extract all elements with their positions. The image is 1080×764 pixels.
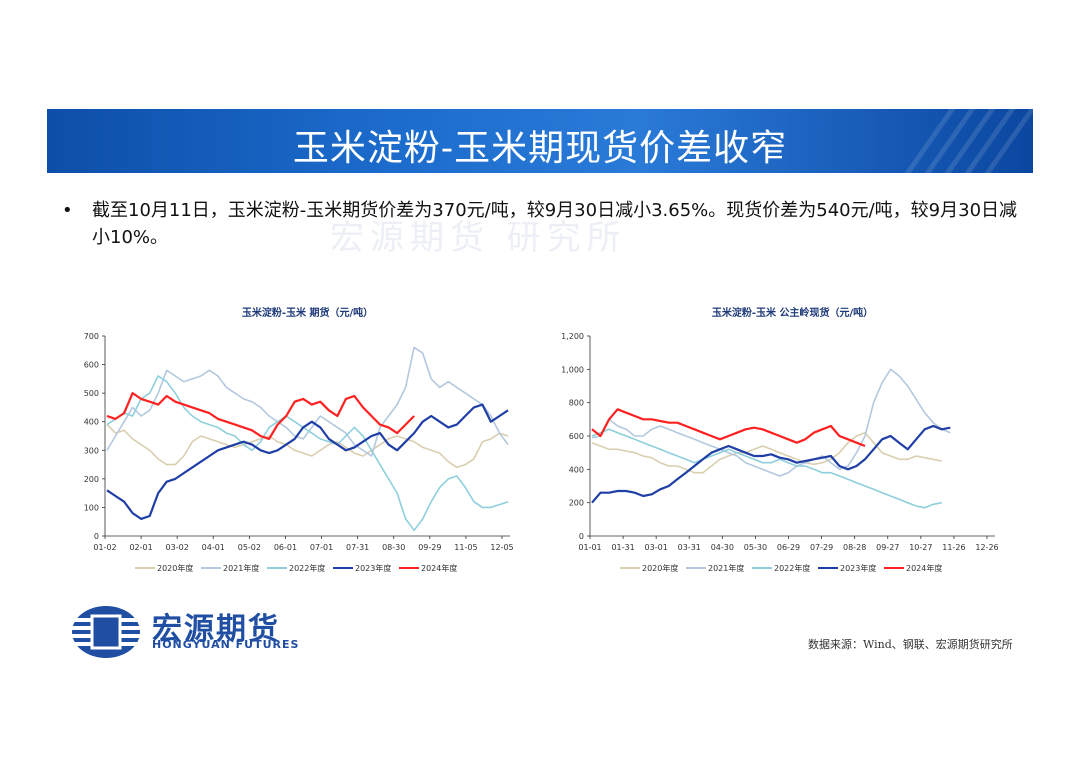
x-tick-label: 07-29 — [810, 543, 833, 552]
y-tick-label: 200 — [569, 499, 584, 508]
logo-chinese: 宏源期货 — [152, 612, 280, 647]
x-tick-label: 03-01 — [645, 543, 668, 552]
legend-label: 2021年度 — [708, 563, 744, 573]
x-tick-label: 06-29 — [777, 543, 800, 552]
bullet-dot: • — [62, 200, 73, 221]
y-tick-label: 800 — [569, 399, 584, 408]
x-tick-label: 01-01 — [578, 543, 601, 552]
y-tick-label: 0 — [94, 532, 99, 541]
y-tick-label: 1,000 — [561, 365, 584, 374]
x-tick-label: 08-30 — [382, 543, 405, 552]
series-line-5 — [591, 408, 866, 448]
y-tick-label: 700 — [84, 332, 99, 341]
x-tick-label: 01-02 — [93, 543, 116, 552]
legend-label: 2022年度 — [774, 563, 810, 573]
x-tick-label: 11-26 — [942, 543, 965, 552]
x-tick-label: 09-27 — [876, 543, 899, 552]
legend-label: 2024年度 — [421, 563, 457, 573]
futures-spread-chart: 玉米淀粉-玉米 期货（元/吨） 0 100 200 300 400 500 600 700 01-… — [84, 306, 514, 573]
x-tick-label: 10-27 — [909, 543, 932, 552]
y-tick-label: 1,200 — [561, 332, 584, 341]
series-line-4 — [591, 424, 951, 504]
x-tick-label: 07-01 — [310, 543, 333, 552]
y-tick-label: 600 — [569, 432, 584, 441]
spot-spread-chart: 玉米淀粉-玉米 公主岭现货（元/吨） 0 200 400 600 800 1,000 1,20… — [561, 306, 999, 573]
data-source: 数据来源：Wind、钢联、宏源期货研究所 — [808, 638, 1013, 651]
series-line-4 — [106, 403, 509, 520]
y-tick-label: 500 — [84, 389, 99, 398]
legend-label: 2020年度 — [157, 563, 193, 573]
x-tick-label: 02-01 — [129, 543, 152, 552]
y-tick-label: 0 — [579, 532, 584, 541]
logo-mark-icon — [72, 606, 140, 658]
legend-label: 2022年度 — [289, 563, 325, 573]
company-logo: 宏源期货 HONGYUAN FUTURES — [70, 604, 320, 660]
x-tick-label: 05-02 — [238, 543, 261, 552]
chart-title: 玉米淀粉-玉米 期货（元/吨） — [242, 306, 373, 319]
series-line-5 — [106, 391, 415, 440]
series-line-1 — [106, 424, 509, 469]
y-tick-label: 200 — [84, 475, 99, 484]
series-line-2 — [591, 368, 951, 477]
page-title: 玉米淀粉-玉米期现货价差收窄 — [292, 128, 788, 169]
x-tick-label: 04-30 — [711, 543, 734, 552]
x-tick-label: 12-05 — [490, 543, 513, 552]
legend-label: 2023年度 — [840, 563, 876, 573]
y-tick-label: 400 — [84, 418, 99, 427]
chart-title: 玉米淀粉-玉米 公主岭现货（元/吨） — [712, 306, 873, 319]
x-tick-label: 12-26 — [975, 543, 998, 552]
y-tick-label: 600 — [84, 361, 99, 370]
x-tick-label: 07-31 — [346, 543, 369, 552]
x-tick-label: 03-31 — [678, 543, 701, 552]
legend-label: 2024年度 — [906, 563, 942, 573]
y-tick-label: 100 — [84, 503, 99, 512]
series-line-1 — [591, 431, 942, 474]
x-tick-label: 08-28 — [843, 543, 866, 552]
title-banner: 玉米淀粉-玉米期现货价差收窄 — [47, 109, 1033, 173]
series-line-3 — [591, 428, 942, 509]
watermark: 宏源期货 研究所 — [330, 218, 627, 258]
legend-label: 2020年度 — [642, 563, 678, 573]
series-line-2 — [106, 346, 509, 457]
x-tick-label: 11-05 — [454, 543, 477, 552]
x-tick-label: 09-29 — [418, 543, 441, 552]
legend-label: 2023年度 — [355, 563, 391, 573]
x-tick-label: 04-01 — [202, 543, 225, 552]
legend-label: 2021年度 — [223, 563, 259, 573]
bullet-text: 截至10月11日，玉米淀粉-玉米期货价差为370元/吨，较9月30日减小3.65… — [92, 200, 1018, 248]
y-tick-label: 400 — [569, 465, 584, 474]
x-tick-label: 05-30 — [744, 543, 767, 552]
x-tick-label: 06-01 — [274, 543, 297, 552]
x-tick-label: 01-31 — [611, 543, 634, 552]
series-line-3 — [106, 375, 509, 532]
y-tick-label: 300 — [84, 446, 99, 455]
x-tick-label: 03-02 — [166, 543, 189, 552]
logo-english: HONGYUAN FUTURES — [152, 638, 300, 651]
